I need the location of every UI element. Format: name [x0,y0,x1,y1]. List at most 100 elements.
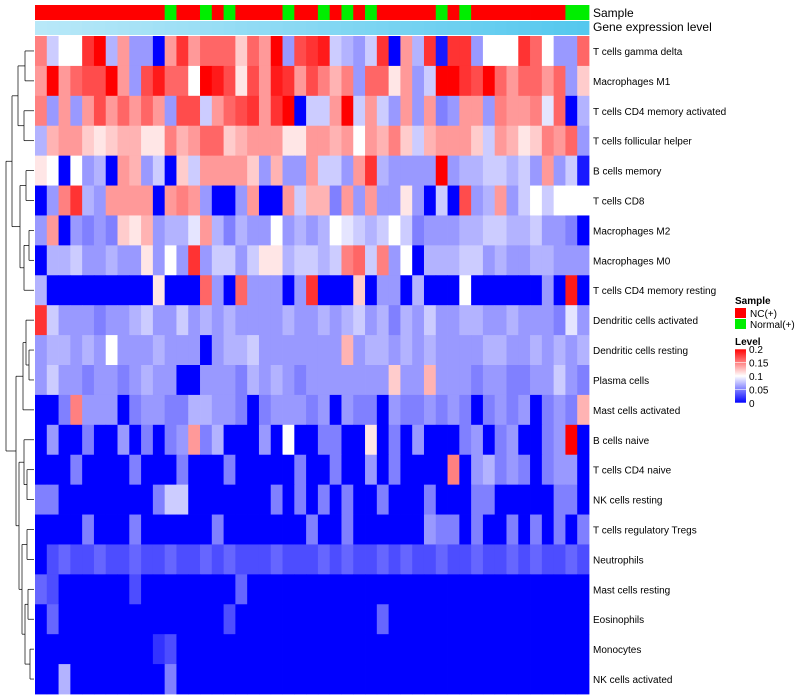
sample-annotation-cell [388,5,401,20]
heatmap-cell [353,36,366,67]
gene-level-cell [223,21,236,35]
heatmap-cell [459,664,472,695]
heatmap-cell [412,245,425,276]
heatmap-cell [117,424,130,456]
heatmap-cell [306,95,319,127]
heatmap-cell [82,65,95,97]
heatmap-cell [188,574,201,605]
heatmap-cell [353,664,366,695]
gene-expression-level-bar [35,21,590,35]
sample-annotation-cell [117,5,130,20]
heatmap-cell [58,125,71,157]
heatmap-cell [152,544,166,575]
heatmap-cell [341,65,354,97]
heatmap-cell [141,305,154,336]
heatmap-cell [471,574,484,605]
heatmap-cell [447,215,460,246]
row-label: Neutrophils [593,555,644,566]
heatmap-cell [435,335,448,366]
heatmap-cell [188,125,201,157]
heatmap-cell [258,454,272,486]
heatmap-cell [164,514,177,545]
heatmap-cell [247,245,260,276]
heatmap-cell [46,514,59,545]
heatmap-cell [294,365,307,396]
heatmap-cell [565,634,578,665]
heatmap-cell [188,514,201,545]
heatmap-cell [176,365,189,396]
heatmap-cell [58,424,71,456]
heatmap-cell [188,604,201,635]
heatmap-cell [365,155,378,186]
heatmap-cell [459,454,472,486]
heatmap-cell [506,634,519,665]
heatmap-cell [270,215,283,246]
heatmap-cell [459,394,472,426]
heatmap-cell [553,36,566,67]
gene-level-cell [306,21,319,35]
heatmap-cell [471,125,484,157]
heatmap-cell [152,155,166,186]
heatmap-cell [353,424,366,456]
heatmap-cell [376,155,390,186]
heatmap-cell [141,454,154,486]
heatmap-cell [376,95,390,127]
heatmap-cell [400,275,413,306]
heatmap-cell [518,275,531,306]
heatmap-cell [365,424,378,456]
heatmap-cell [565,484,578,515]
heatmap-cell [447,36,460,67]
heatmap-cell [46,604,59,635]
heatmap-cell [200,215,213,246]
heatmap-cell [530,454,543,486]
heatmap-cell [447,335,460,366]
heatmap-cell [58,544,71,575]
heatmap-cell [435,634,448,665]
heatmap-cell [141,634,154,665]
sample-annotation-cell [164,5,177,20]
heatmap-cell [447,275,460,306]
heatmap-cell [365,215,378,246]
heatmap-cell [482,664,496,695]
heatmap-cell [129,544,142,575]
heatmap-cell [270,65,283,97]
heatmap-cell [518,305,531,336]
heatmap-cell [129,424,142,456]
heatmap-cell [400,65,413,97]
sample-annotation-cell [482,5,496,20]
heatmap-cell [247,215,260,246]
heatmap-cell [353,155,366,186]
heatmap-cell [82,454,95,486]
heatmap-cell [82,365,95,396]
gene-level-cell [35,21,48,35]
heatmap-cell [93,215,107,246]
heatmap-cell [188,95,201,127]
heatmap-cell [176,36,189,67]
heatmap-cell [294,454,307,486]
heatmap-cell [435,36,448,67]
heatmap-cell [141,155,154,186]
heatmap-cell [164,365,177,396]
heatmap-cell [235,305,248,336]
heatmap-cell [105,394,118,426]
heatmap-cell [294,394,307,426]
heatmap-cell [400,544,413,575]
heatmap-cell [164,36,177,67]
heatmap-cell [141,664,154,695]
heatmap-cell [577,125,590,157]
heatmap-cell [317,155,331,186]
heatmap-cell [46,335,59,366]
heatmap-cell [494,574,507,605]
heatmap-cell [105,335,118,366]
heatmap-cell [494,36,507,67]
heatmap-cell [518,424,531,456]
heatmap-cell [282,36,295,67]
heatmap-cell [46,275,59,306]
sample-annotation-cell [412,5,425,20]
heatmap-cell [541,484,555,515]
heatmap-cell [176,454,189,486]
heatmap-cell [541,454,555,486]
sample-annotation-cell [423,5,437,20]
heatmap-cell [247,514,260,545]
heatmap-cell [188,245,201,276]
